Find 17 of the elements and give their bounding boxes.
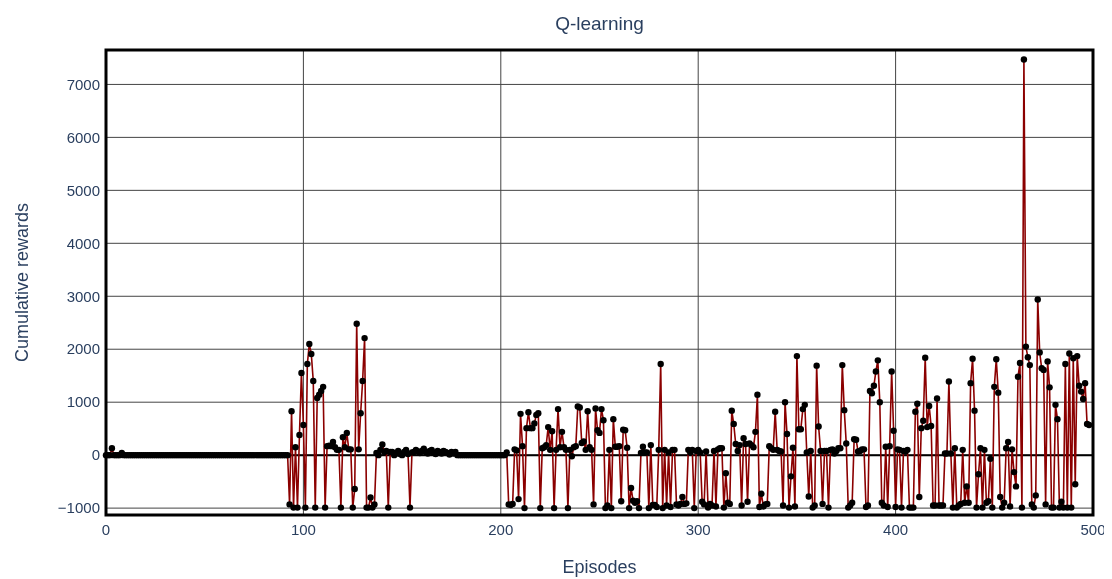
x-tick-label: 300 (685, 521, 711, 538)
y-tick-label: 6000 (66, 128, 100, 146)
x-tick-label: 200 (488, 521, 514, 538)
y-tick-label: 7000 (66, 75, 100, 93)
x-tick-label: 100 (290, 521, 316, 538)
y-tick-label: 0 (91, 446, 100, 464)
y-tick-label: −1000 (57, 499, 100, 517)
y-tick-label: 3000 (66, 287, 100, 305)
y-tick-label: 4000 (66, 234, 100, 252)
x-tick-label: 400 (883, 521, 909, 538)
x-tick-label: 0 (101, 521, 111, 538)
x-axis-title: Episodes (562, 557, 637, 577)
y-axis-title: Cumulative rewards (12, 202, 32, 363)
chart-title: Q-learning (555, 13, 644, 34)
y-tick-label: 2000 (66, 340, 100, 358)
y-tick-label: 5000 (66, 181, 100, 199)
y-tick-label: 1000 (66, 393, 100, 411)
